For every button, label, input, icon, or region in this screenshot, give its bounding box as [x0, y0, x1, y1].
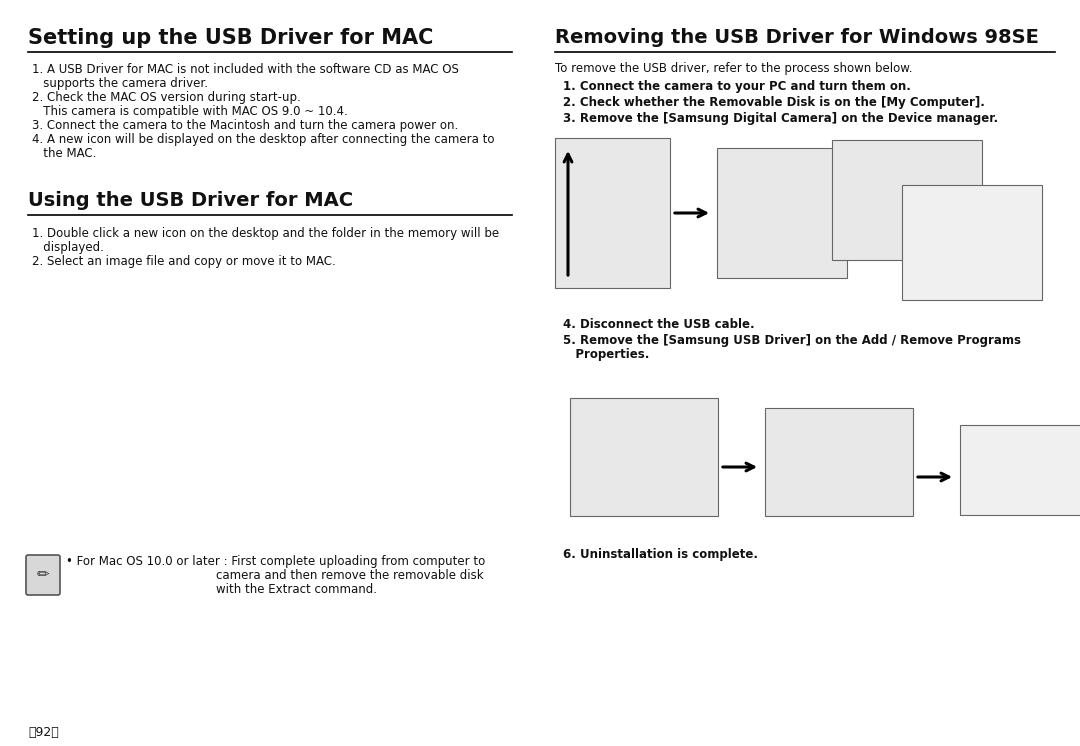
Text: with the Extract command.: with the Extract command.	[66, 583, 377, 596]
Bar	[555, 138, 670, 288]
Bar	[717, 148, 847, 278]
Text: 1. Connect the camera to your PC and turn them on.: 1. Connect the camera to your PC and tur…	[563, 80, 910, 93]
Text: 5. Remove the [Samsung USB Driver] on the Add / Remove Programs: 5. Remove the [Samsung USB Driver] on th…	[563, 334, 1021, 347]
Bar	[902, 185, 1042, 300]
Text: 2. Check the MAC OS version during start-up.: 2. Check the MAC OS version during start…	[32, 91, 300, 104]
Text: camera and then remove the removable disk: camera and then remove the removable dis…	[66, 569, 484, 582]
Text: • For Mac OS 10.0 or later : First complete uploading from computer to: • For Mac OS 10.0 or later : First compl…	[66, 555, 485, 568]
Text: 3. Remove the [Samsung Digital Camera] on the Device manager.: 3. Remove the [Samsung Digital Camera] o…	[563, 112, 998, 125]
Text: Using the USB Driver for MAC: Using the USB Driver for MAC	[28, 191, 353, 210]
Text: 6. Uninstallation is complete.: 6. Uninstallation is complete.	[563, 548, 758, 561]
Bar	[765, 408, 913, 516]
Text: displayed.: displayed.	[32, 241, 104, 254]
Bar	[832, 140, 982, 260]
Text: supports the camera driver.: supports the camera driver.	[32, 77, 208, 90]
Text: 4. A new icon will be displayed on the desktop after connecting the camera to: 4. A new icon will be displayed on the d…	[32, 133, 495, 146]
Bar	[960, 425, 1080, 515]
Text: 2. Select an image file and copy or move it to MAC.: 2. Select an image file and copy or move…	[32, 255, 336, 268]
Text: Properties.: Properties.	[563, 348, 649, 361]
Text: 2. Check whether the Removable Disk is on the [My Computer].: 2. Check whether the Removable Disk is o…	[563, 96, 985, 109]
Text: 4. Disconnect the USB cable.: 4. Disconnect the USB cable.	[563, 318, 755, 331]
Text: 1. A USB Driver for MAC is not included with the software CD as MAC OS: 1. A USB Driver for MAC is not included …	[32, 63, 459, 76]
Text: ✏: ✏	[37, 568, 50, 583]
Text: Setting up the USB Driver for MAC: Setting up the USB Driver for MAC	[28, 28, 433, 48]
Text: Removing the USB Driver for Windows 98SE: Removing the USB Driver for Windows 98SE	[555, 28, 1039, 47]
Text: 〈92〉: 〈92〉	[28, 726, 58, 739]
Text: To remove the USB driver, refer to the process shown below.: To remove the USB driver, refer to the p…	[555, 62, 913, 75]
Text: 1. Double click a new icon on the desktop and the folder in the memory will be: 1. Double click a new icon on the deskto…	[32, 227, 499, 240]
FancyBboxPatch shape	[26, 555, 60, 595]
Text: This camera is compatible with MAC OS 9.0 ~ 10.4.: This camera is compatible with MAC OS 9.…	[32, 105, 348, 118]
Text: the MAC.: the MAC.	[32, 147, 96, 160]
Bar	[570, 398, 718, 516]
Text: 3. Connect the camera to the Macintosh and turn the camera power on.: 3. Connect the camera to the Macintosh a…	[32, 119, 458, 132]
